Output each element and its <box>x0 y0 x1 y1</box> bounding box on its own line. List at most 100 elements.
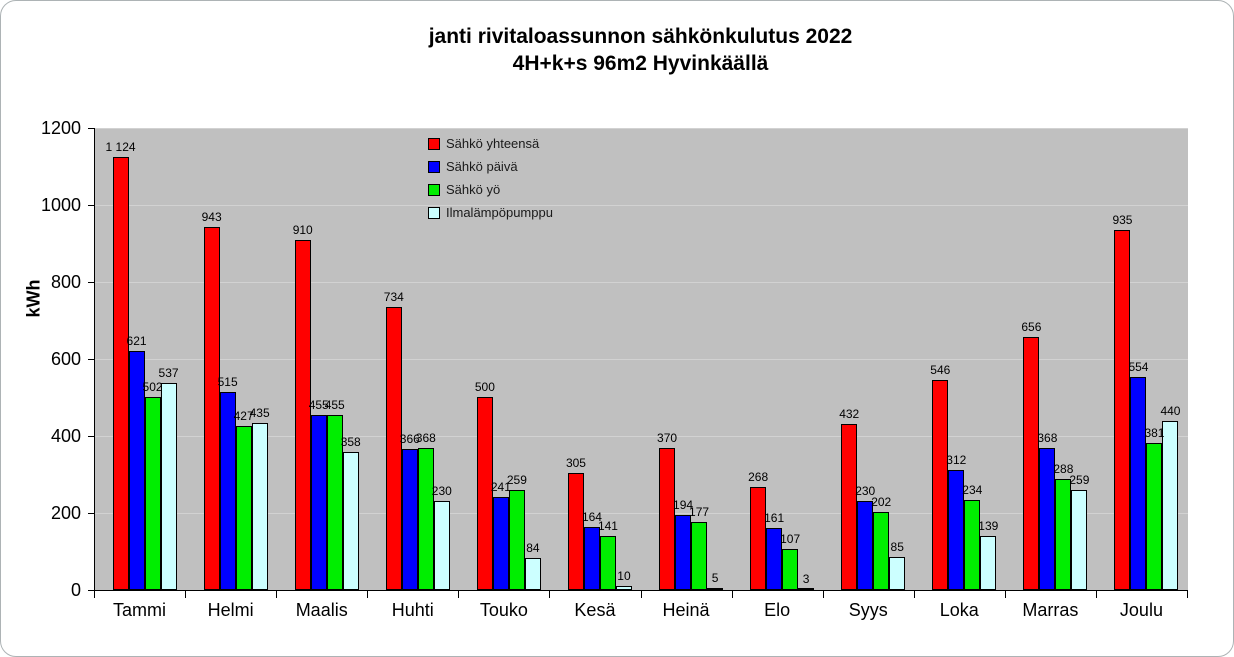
bar-value-label: 381 <box>1144 426 1165 440</box>
bar-s-hk-p-iv- <box>219 392 236 590</box>
gridline <box>95 205 1188 206</box>
x-axis-category-label: Marras <box>1022 600 1079 620</box>
bar-value-label: 177 <box>689 505 710 519</box>
y-axis-tick <box>88 513 94 514</box>
x-axis-category-label: Helmi <box>207 600 254 620</box>
bar-ilmal-mp-pumppu <box>524 558 541 590</box>
gridline <box>95 282 1188 283</box>
bar-value-label: 368 <box>415 431 436 445</box>
bar-value-label: 432 <box>839 407 860 421</box>
gridline <box>95 436 1188 437</box>
bar-s-hk-y- <box>873 512 890 590</box>
bar-value-label: 1 124 <box>105 140 136 154</box>
bar-ilmal-mp-pumppu <box>1162 421 1179 590</box>
bar-value-label: 202 <box>871 495 892 509</box>
bar-value-label: 268 <box>748 470 769 484</box>
bar-value-label: 141 <box>597 519 618 533</box>
bar-value-label: 3 <box>802 572 810 586</box>
bar-ilmal-mp-pumppu <box>707 588 724 590</box>
x-axis-tick <box>641 591 642 598</box>
x-axis-tick <box>458 591 459 598</box>
gridline <box>95 513 1188 514</box>
y-axis-tick-label: 800 <box>50 272 81 292</box>
bar-s-hk-y- <box>326 415 343 590</box>
bar-value-label: 935 <box>1112 213 1133 227</box>
legend: Sähkö yhteensä Sähkö päivä Sähkö yö Ilmaläm… <box>428 132 553 224</box>
bar-value-label: 107 <box>780 532 801 546</box>
bar-s-hk-yhteens- <box>112 157 129 590</box>
bar-s-hk-y- <box>599 536 616 590</box>
bar-s-hk-p-iv- <box>1039 448 1056 590</box>
x-axis-tick <box>1005 591 1006 598</box>
legend-item: Sähkö yhteensä <box>428 132 553 155</box>
bar-value-label: 366 <box>399 432 420 446</box>
y-axis-tick-label: 1000 <box>40 195 81 215</box>
bar-s-hk-y- <box>691 522 708 590</box>
bar-s-hk-y- <box>235 426 252 590</box>
gridline <box>95 128 1188 129</box>
bar-s-hk-p-iv- <box>766 528 783 590</box>
bar-value-label: 435 <box>249 406 270 420</box>
bar-ilmal-mp-pumppu <box>342 452 359 590</box>
bar-ilmal-mp-pumppu <box>160 383 177 590</box>
bar-value-label: 515 <box>217 375 238 389</box>
legend-item: Sähkö yö <box>428 178 553 201</box>
bar-value-label: 230 <box>855 484 876 498</box>
bar-value-label: 546 <box>930 363 951 377</box>
legend-swatch-icon <box>428 183 440 196</box>
bar-value-label: 85 <box>890 540 904 554</box>
x-axis-tick <box>185 591 186 598</box>
chart-title: janti rivitaloassunnon sähkönkulutus 202… <box>94 23 1187 77</box>
bar-value-label: 656 <box>1021 320 1042 334</box>
bar-value-label: 440 <box>1160 404 1181 418</box>
bar-value-label: 194 <box>673 498 694 512</box>
bar-value-label: 427 <box>233 409 254 423</box>
y-axis-tick-label: 1200 <box>40 118 81 138</box>
bar-s-hk-p-iv- <box>1130 377 1147 590</box>
y-axis-tick <box>88 205 94 206</box>
bar-s-hk-yhteens- <box>841 424 858 590</box>
legend-item: Sähkö päivä <box>428 155 553 178</box>
bar-value-label: 910 <box>292 223 313 237</box>
bar-value-label: 234 <box>962 483 983 497</box>
bar-ilmal-mp-pumppu <box>1071 490 1088 590</box>
bar-s-hk-p-iv- <box>128 351 145 590</box>
bar-value-label: 500 <box>474 380 495 394</box>
bar-s-hk-yhteens- <box>203 227 220 590</box>
bar-s-hk-yhteens- <box>750 487 767 590</box>
legend-swatch-icon <box>428 137 440 150</box>
bar-value-label: 5 <box>711 571 719 585</box>
bar-value-label: 734 <box>383 290 404 304</box>
bar-value-label: 230 <box>431 484 452 498</box>
x-axis-tick <box>549 591 550 598</box>
bar-value-label: 84 <box>526 541 540 555</box>
bar-ilmal-mp-pumppu <box>615 586 632 590</box>
bar-value-label: 10 <box>617 569 631 583</box>
x-axis-category-label: Elo <box>764 600 791 620</box>
x-axis-tick <box>1187 591 1188 598</box>
x-axis-tick <box>914 591 915 598</box>
bar-s-hk-yhteens- <box>659 448 676 590</box>
bar-s-hk-y- <box>417 448 434 590</box>
legend-swatch-icon <box>428 160 440 173</box>
bar-ilmal-mp-pumppu <box>980 536 997 590</box>
bar-ilmal-mp-pumppu <box>433 501 450 590</box>
bar-value-label: 312 <box>946 453 967 467</box>
bar-value-label: 943 <box>201 210 222 224</box>
bar-s-hk-y- <box>508 490 525 590</box>
bar-ilmal-mp-pumppu <box>251 423 268 590</box>
bar-value-label: 370 <box>657 431 678 445</box>
bar-value-label: 537 <box>158 366 179 380</box>
legend-label: Sähkö päivä <box>446 159 518 174</box>
bar-s-hk-p-iv- <box>310 415 327 590</box>
bar-value-label: 259 <box>506 473 527 487</box>
bar-s-hk-yhteens- <box>1023 337 1040 590</box>
x-axis-category-label: Huhti <box>391 600 434 620</box>
bar-s-hk-yhteens- <box>294 240 311 590</box>
y-axis-tick-label: 400 <box>50 426 81 446</box>
bar-value-label: 288 <box>1053 462 1074 476</box>
x-axis-tick <box>1096 591 1097 598</box>
x-axis-tick <box>732 591 733 598</box>
bar-s-hk-p-iv- <box>401 449 418 590</box>
